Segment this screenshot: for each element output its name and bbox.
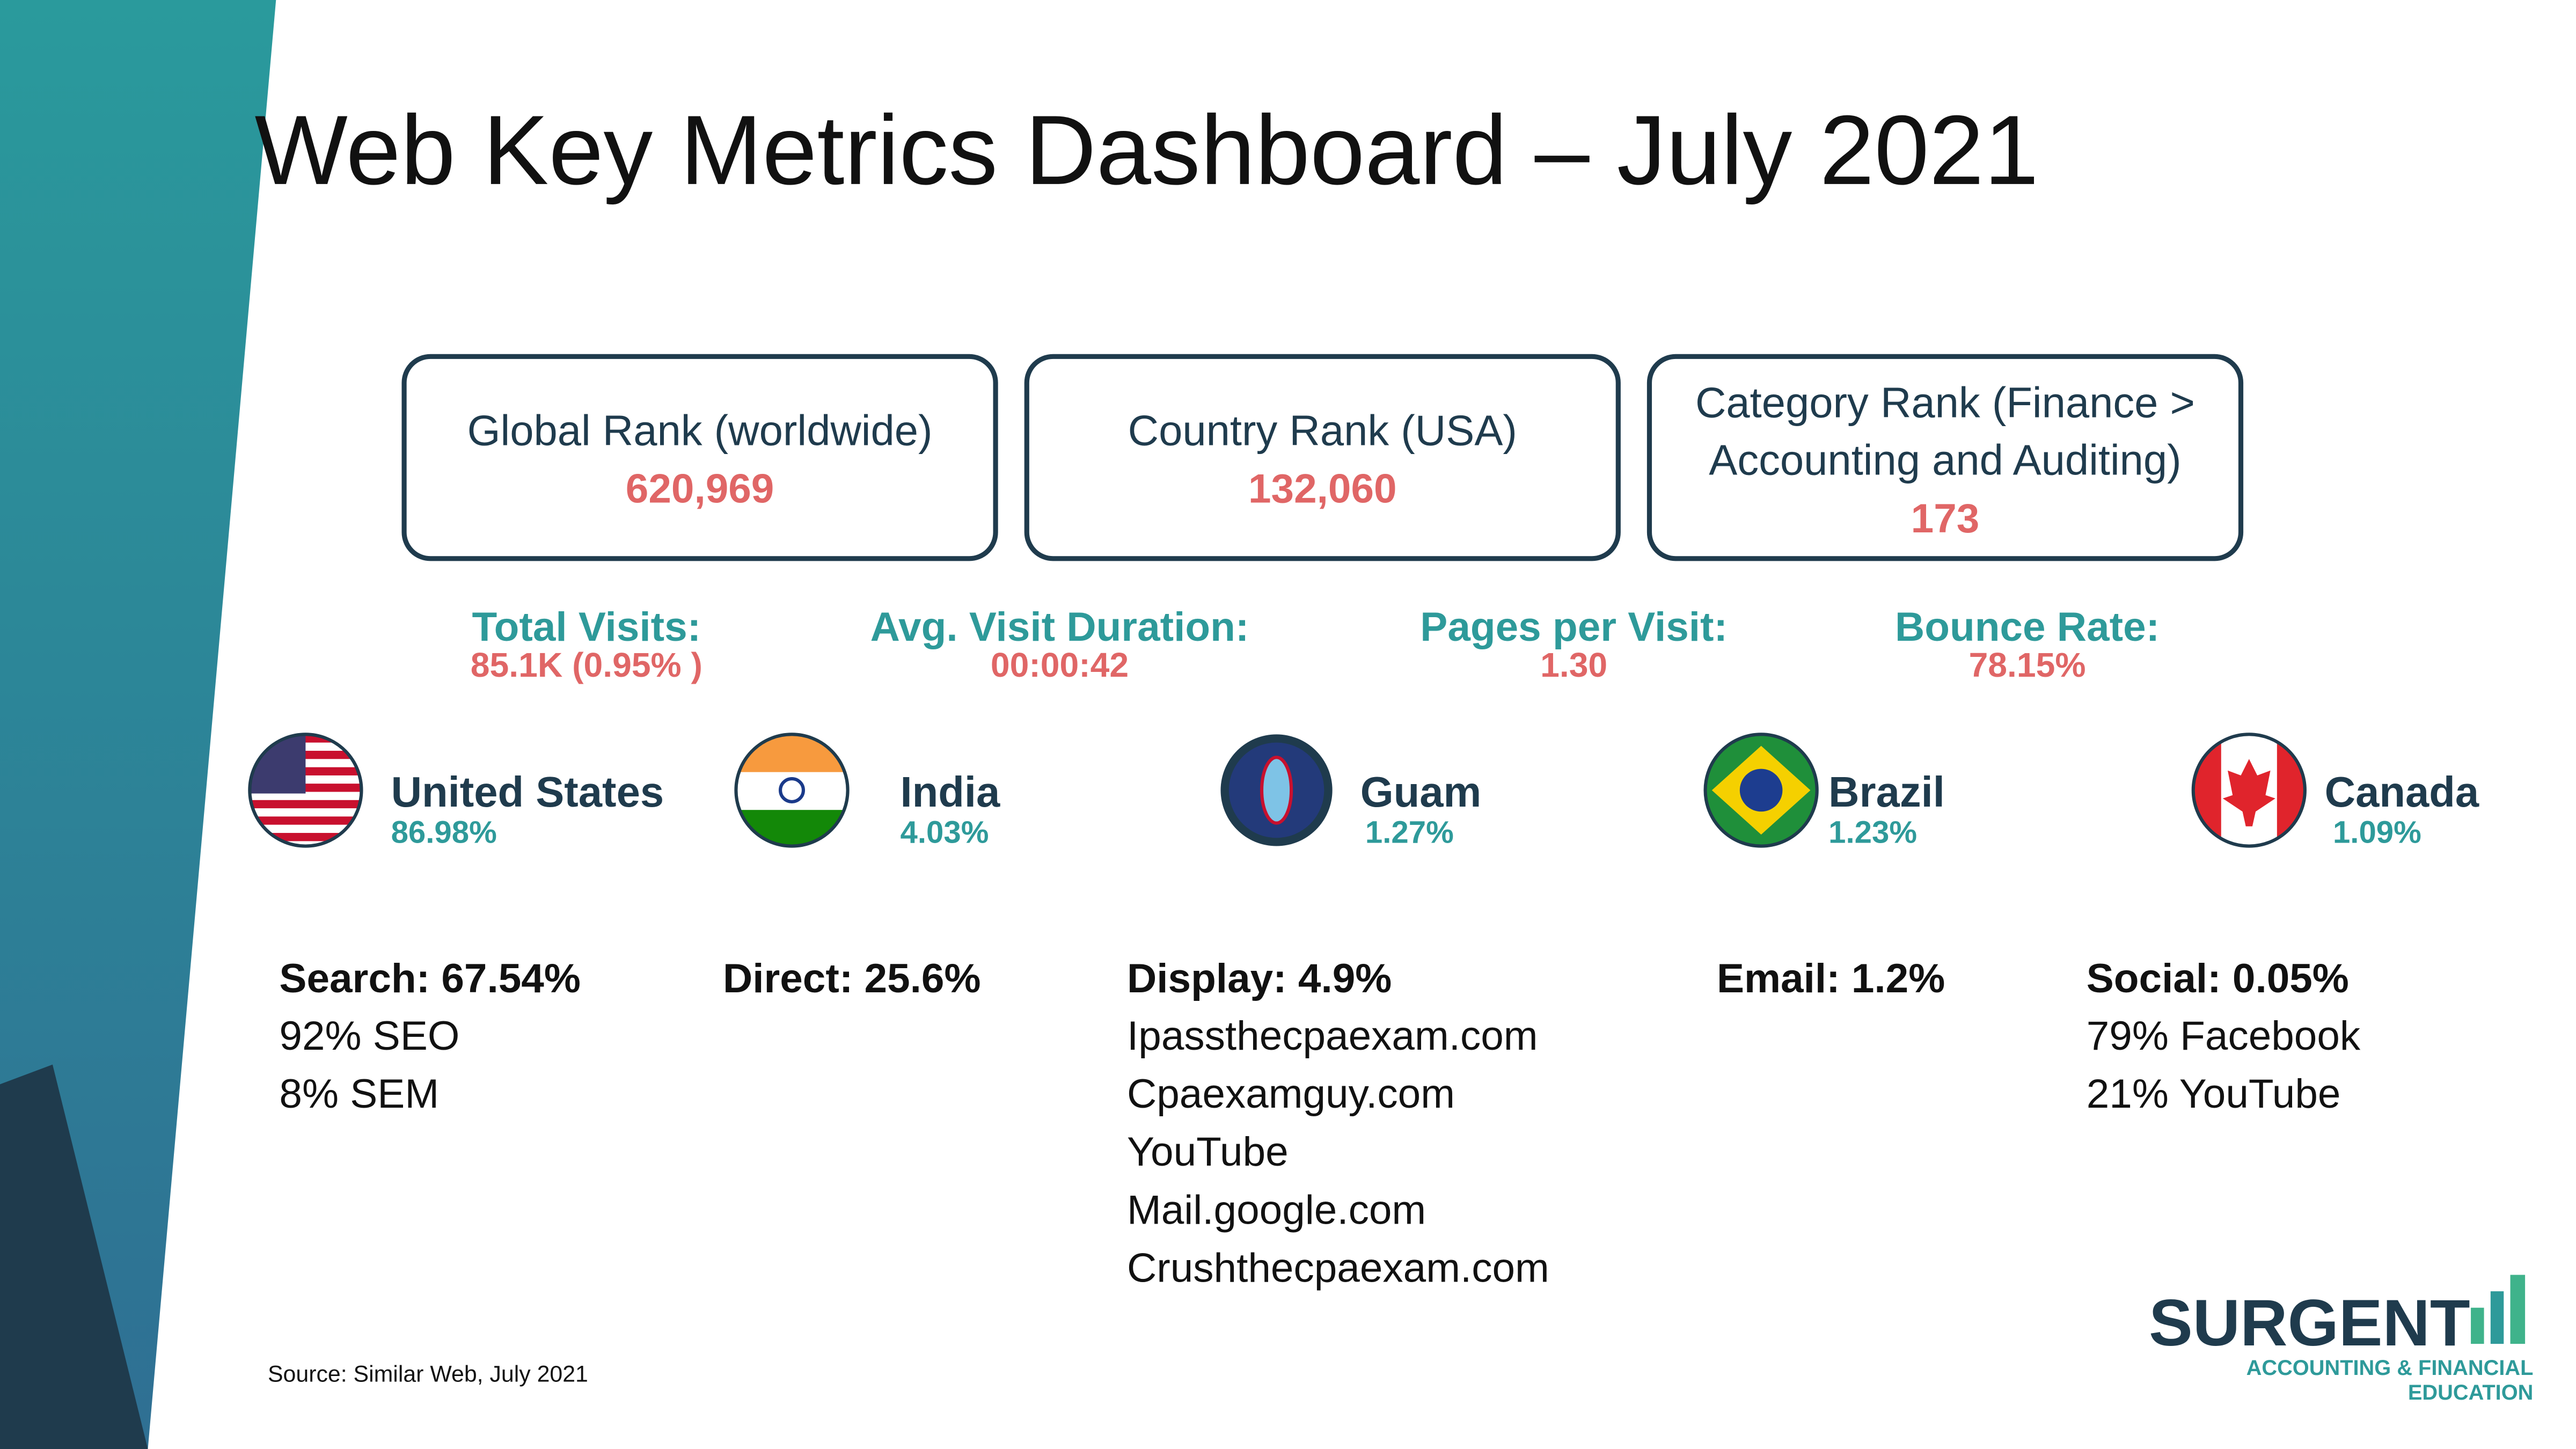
rank-value: 173 — [1911, 496, 1980, 541]
rank-card — [1646, 354, 2244, 561]
country-name: Brazil — [1828, 768, 1945, 816]
traffic-line: YouTube — [1127, 1129, 1289, 1175]
traffic-heading: Search: 67.54% — [279, 956, 580, 1001]
traffic-line: 79% Facebook — [2087, 1013, 2361, 1059]
rank-card — [1024, 354, 1621, 561]
rank-value: 132,060 — [1248, 466, 1397, 512]
logo-name: SURGENT — [2149, 1286, 2470, 1359]
metric-label: Pages per Visit: — [1420, 604, 1728, 650]
rank-card — [401, 354, 998, 561]
country-name: Canada — [2325, 768, 2479, 816]
metric-label: Total Visits: — [472, 604, 701, 650]
country-name: Guam — [1360, 768, 1482, 816]
rank-label: Country Rank (USA) — [1128, 407, 1517, 455]
traffic-heading: Direct: 25.6% — [723, 956, 981, 1001]
metric-value: 00:00:42 — [991, 646, 1129, 684]
metric-label: Bounce Rate: — [1895, 604, 2160, 650]
country-share: 86.98% — [391, 815, 497, 850]
traffic-line: 8% SEM — [279, 1071, 439, 1117]
country-name: India — [901, 768, 1000, 816]
traffic-heading: Social: 0.05% — [2087, 956, 2349, 1001]
rank-cards: Global Rank (worldwide) 620,969 Country Ra… — [467, 379, 2195, 541]
side-band-dark — [0, 1064, 148, 1449]
traffic-line: Crushthecpaexam.com — [1127, 1245, 1549, 1291]
traffic-line: Cpaexamguy.com — [1127, 1071, 1455, 1117]
source-note: Source: Similar Web, July 2021 — [268, 1361, 588, 1387]
traffic-line: 92% SEO — [279, 1013, 459, 1059]
traffic-line: Ipassthecpaexam.com — [1127, 1013, 1538, 1059]
rank-label: Category Rank (Finance > — [1695, 379, 2195, 427]
country-share: 1.23% — [1828, 815, 1917, 850]
logo: SURGENT ACCOUNTING & FINANCIAL EDUCATION — [2149, 1275, 2534, 1404]
rank-label: Accounting and Auditing) — [1709, 436, 2181, 484]
metric-value: 85.1K (0.95% ) — [471, 646, 702, 684]
metrics: Total Visits:85.1K (0.95% ) Avg. Visit Du… — [471, 604, 2160, 684]
traffic-heading: Display: 4.9% — [1127, 956, 1392, 1001]
country-share: 1.27% — [1365, 815, 1454, 850]
country-share: 4.03% — [901, 815, 989, 850]
flag-brazil — [1703, 733, 1819, 848]
traffic-line: 21% YouTube — [2087, 1071, 2341, 1117]
country-share: 1.09% — [2333, 815, 2421, 850]
logo-tagline: ACCOUNTING & FINANCIAL — [2246, 1356, 2534, 1380]
flag-guam — [1220, 734, 1333, 846]
metric-label: Avg. Visit Duration: — [870, 604, 1249, 650]
logo-tagline: EDUCATION — [2408, 1381, 2534, 1404]
country-name: United States — [391, 768, 664, 816]
traffic-heading: Email: 1.2% — [1717, 956, 1945, 1001]
traffic-line: Mail.google.com — [1127, 1187, 1426, 1233]
metric-value: 78.15% — [1969, 646, 2086, 684]
flag-india — [736, 734, 848, 846]
rank-value: 620,969 — [626, 466, 774, 512]
side-band — [0, 0, 276, 1449]
metric-value: 1.30 — [1540, 646, 1607, 684]
traffic-sources: Search: 67.54% 92% SEO 8% SEM Direct: 25.6%… — [279, 956, 2361, 1291]
rank-label: Global Rank (worldwide) — [467, 407, 933, 455]
title: Web Key Metrics Dashboard – July 2021 — [254, 95, 2038, 205]
